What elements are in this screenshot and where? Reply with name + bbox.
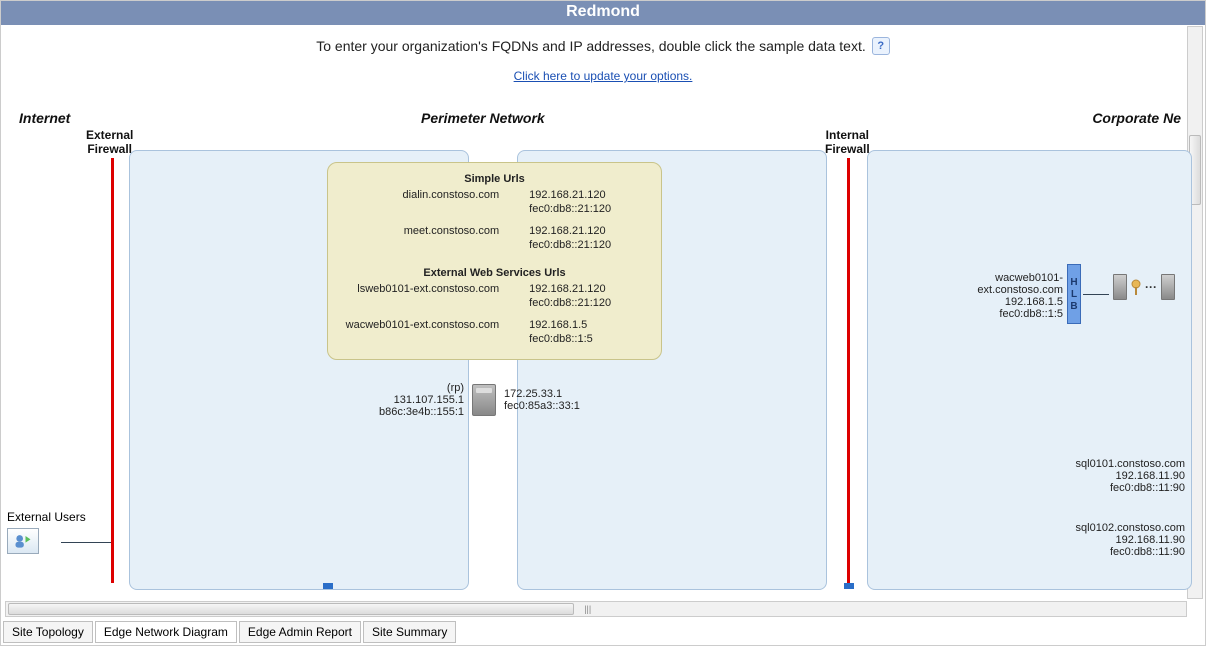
rp-int-ip: 172.25.33.1 xyxy=(504,388,580,400)
ext-web-ip: 192.168.1.5 xyxy=(529,319,647,331)
ext-web-host: lsweb0101-ext.constoso.com xyxy=(342,283,499,295)
zone-label-corporate: Corporate Ne xyxy=(1092,110,1181,126)
external-firewall-line xyxy=(111,158,114,583)
simple-url-ipv6: fec0:db8::21:120 xyxy=(529,239,647,251)
simple-url-ipv6: fec0:db8::21:120 xyxy=(529,203,647,215)
external-users: External Users xyxy=(7,510,86,554)
hlb-icon: H L B xyxy=(1067,264,1081,324)
instruction-area: To enter your organization's FQDNs and I… xyxy=(1,37,1205,55)
page-title: Redmond xyxy=(566,3,640,20)
sql-server-1: sql0101.constoso.com 192.168.11.90 fec0:… xyxy=(1076,458,1185,494)
options-link[interactable]: Click here to update your options. xyxy=(1,69,1205,83)
help-icon[interactable]: ? xyxy=(872,37,890,55)
urls-info-panel[interactable]: Simple Urls dialin.constoso.com 192.168.2… xyxy=(327,162,662,360)
tab-edge-admin-report[interactable]: Edge Admin Report xyxy=(239,621,361,643)
simple-urls-title: Simple Urls xyxy=(342,173,647,185)
horizontal-scrollbar[interactable]: ||| xyxy=(5,601,1187,617)
zone-label-internet: Internet xyxy=(19,110,70,126)
internal-firewall-line xyxy=(847,158,850,583)
simple-url-ip: 192.168.21.120 xyxy=(529,189,647,201)
external-users-label: External Users xyxy=(7,510,86,524)
tick-marker xyxy=(323,583,333,589)
ext-web-ipv6: fec0:db8::1:5 xyxy=(529,333,647,345)
rp-name: (rp) xyxy=(379,382,464,394)
sql-server-2: sql0102.constoso.com 192.168.11.90 fec0:… xyxy=(1076,522,1185,558)
zone-label-perimeter: Perimeter Network xyxy=(421,110,545,126)
connector-line xyxy=(61,542,111,543)
title-bar: Redmond xyxy=(1,1,1205,25)
label-internal-firewall: Internal Firewall xyxy=(825,128,870,156)
rp-int-ipv6: fec0:85a3::33:1 xyxy=(504,400,580,412)
simple-url-host: meet.constoso.com xyxy=(342,225,499,237)
users-icon xyxy=(7,528,39,554)
network-diagram: Internet Perimeter Network Corporate Ne … xyxy=(1,96,1205,601)
tick-marker xyxy=(844,583,854,589)
wac-server-label: wacweb0101-ext.constoso.com 192.168.1.5 … xyxy=(943,272,1063,320)
bottom-tabs: Site Topology Edge Network Diagram Edge … xyxy=(3,621,456,643)
simple-url-host: dialin.constoso.com xyxy=(342,189,499,201)
server-icon xyxy=(472,384,496,416)
server-cluster-icon: ··· xyxy=(1113,274,1175,300)
ext-web-title: External Web Services Urls xyxy=(342,267,647,279)
ext-web-host: wacweb0101-ext.constoso.com xyxy=(342,319,499,331)
ext-web-ipv6: fec0:db8::21:120 xyxy=(529,297,647,309)
rp-ext-ipv6: b86c:3e4b::155:1 xyxy=(379,406,464,418)
tab-site-topology[interactable]: Site Topology xyxy=(3,621,93,643)
connector-line xyxy=(1083,294,1109,295)
tab-site-summary[interactable]: Site Summary xyxy=(363,621,456,643)
ext-web-ip: 192.168.21.120 xyxy=(529,283,647,295)
label-external-firewall: External Firewall xyxy=(86,128,133,156)
reverse-proxy-node[interactable]: (rp) 131.107.155.1 b86c:3e4b::155:1 172.… xyxy=(379,382,580,418)
instruction-text: To enter your organization's FQDNs and I… xyxy=(316,38,865,54)
rp-ext-ip: 131.107.155.1 xyxy=(379,394,464,406)
simple-url-ip: 192.168.21.120 xyxy=(529,225,647,237)
tab-edge-network-diagram[interactable]: Edge Network Diagram xyxy=(95,621,237,643)
